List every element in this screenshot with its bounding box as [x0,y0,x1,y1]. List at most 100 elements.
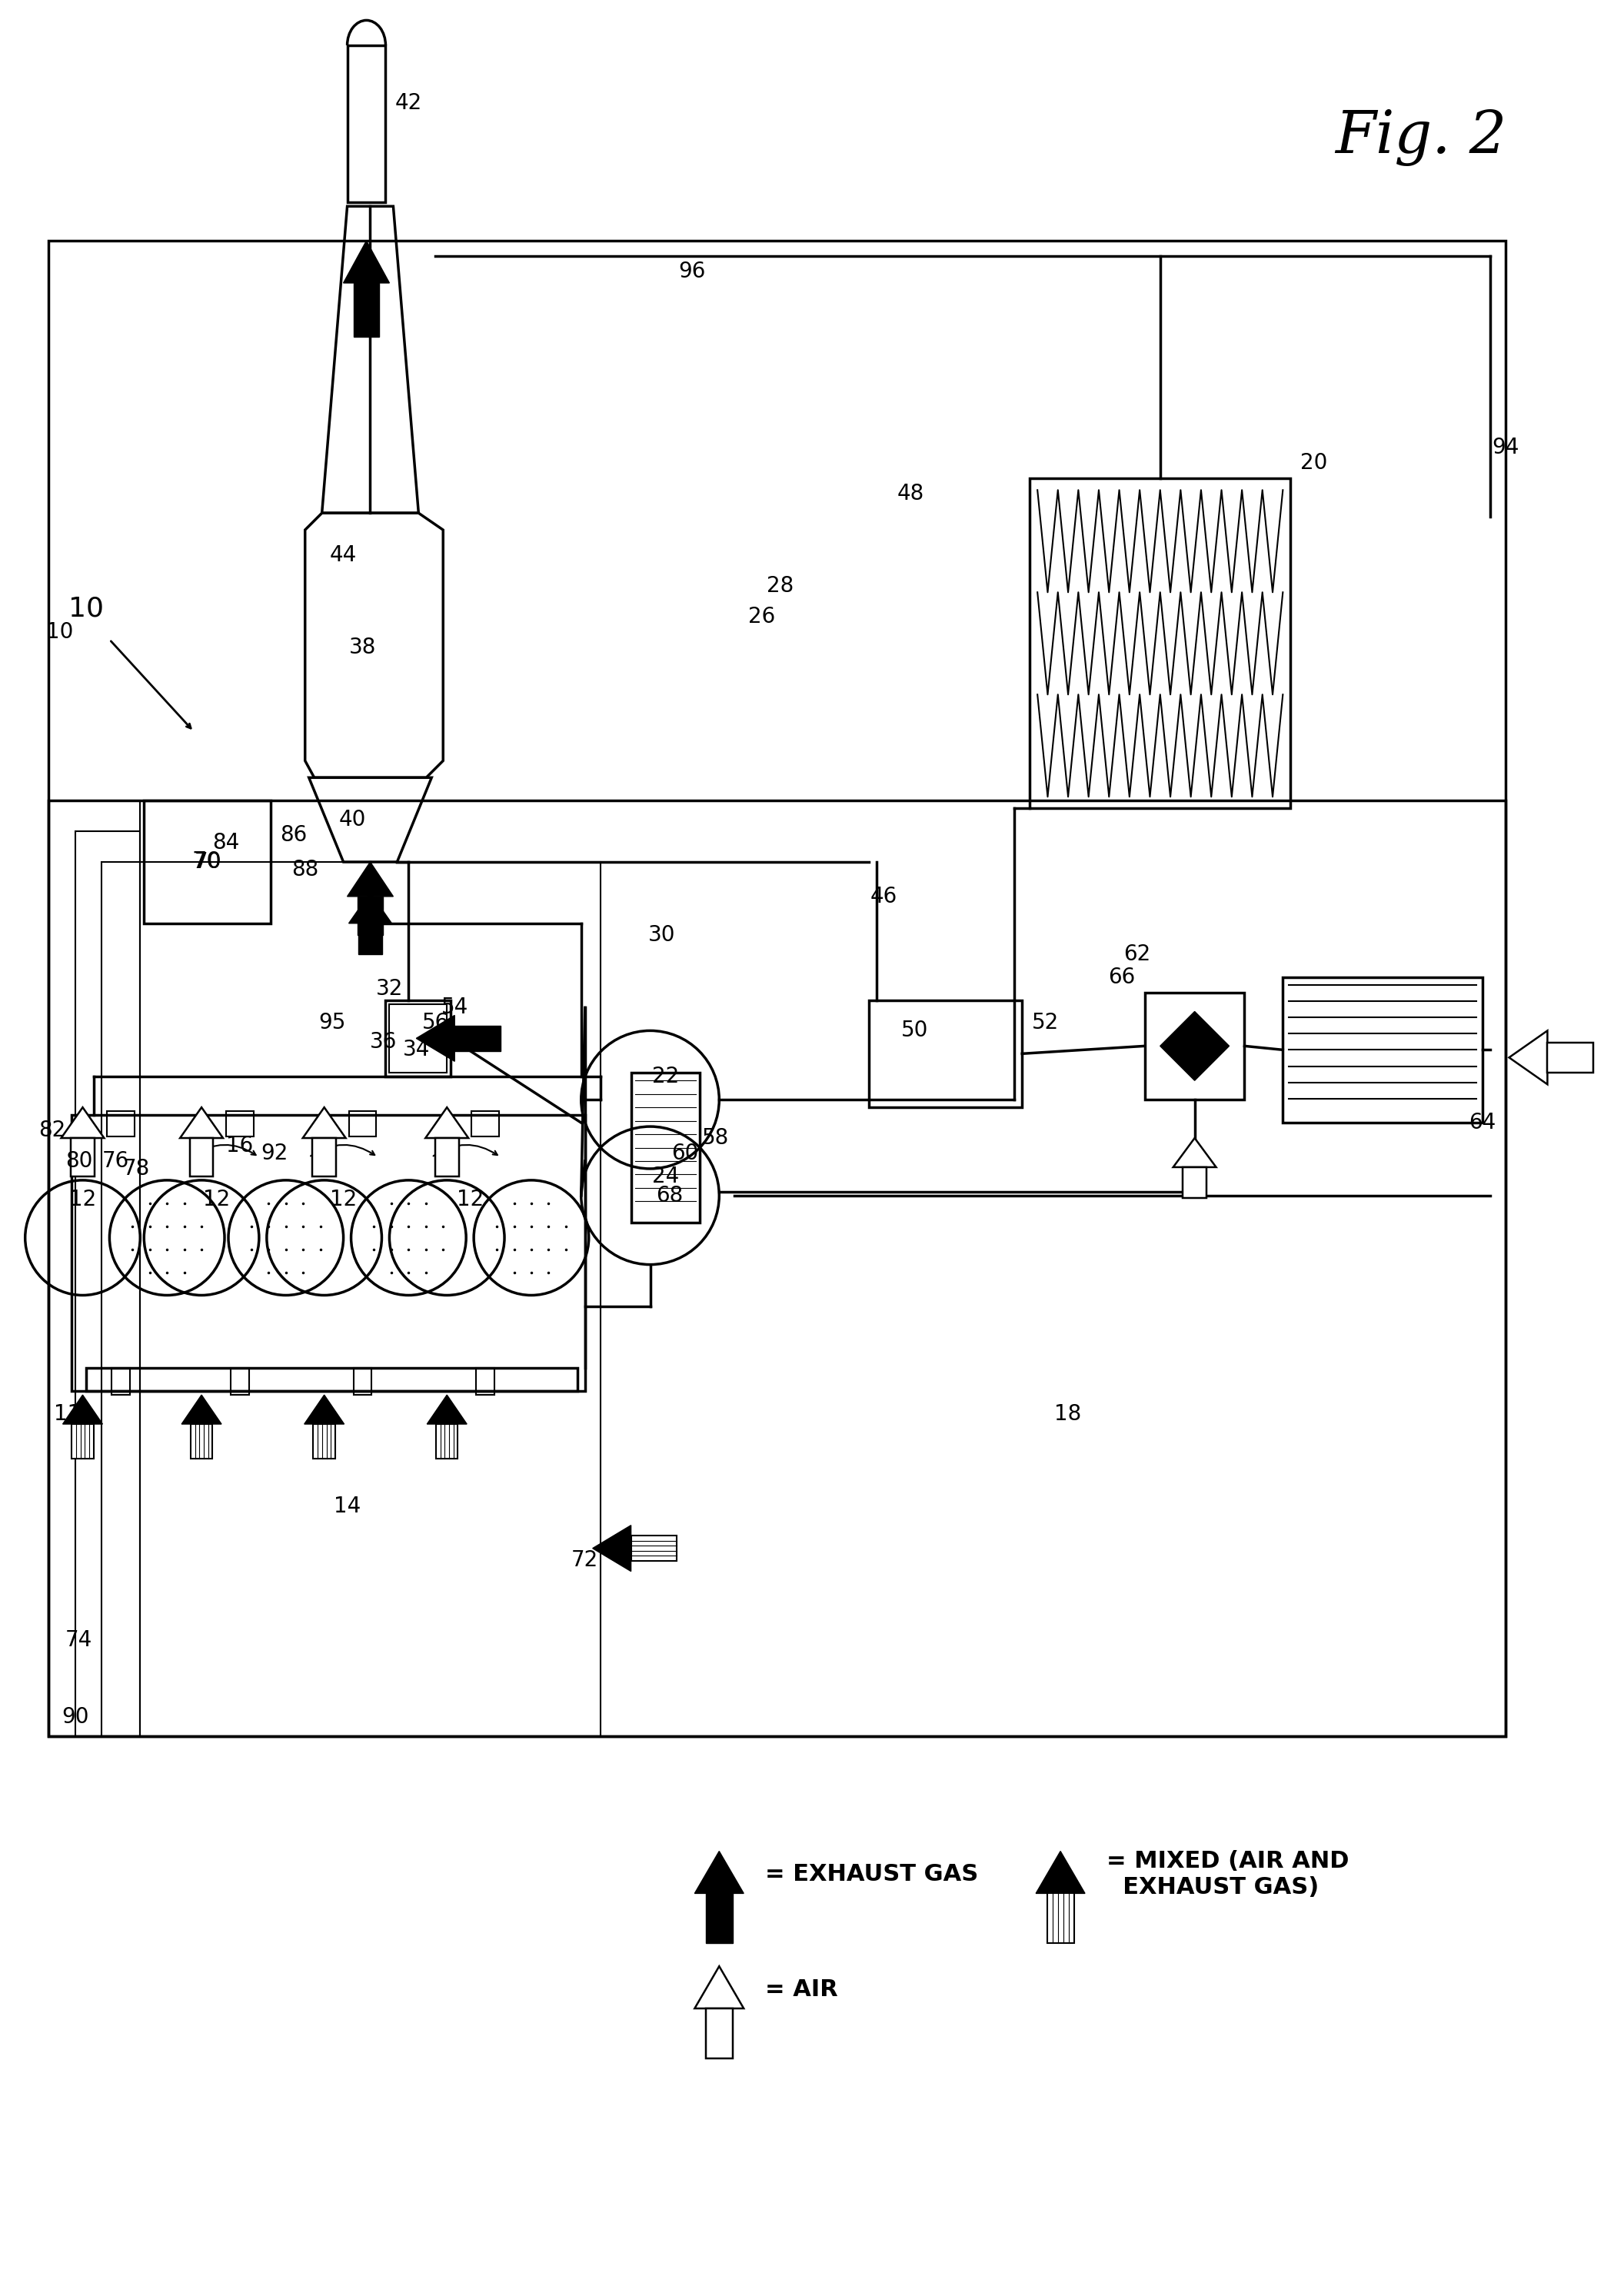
Text: 70: 70 [194,852,221,872]
Bar [630,1072,699,1221]
Text: 84: 84 [212,831,239,854]
Bar [1283,978,1482,1123]
Text: 74: 74 [66,1630,93,1651]
Bar [385,1001,451,1077]
Text: 82: 82 [38,1120,66,1141]
Bar [189,1139,213,1176]
Text: 80: 80 [66,1150,93,1171]
Text: 56: 56 [422,1013,449,1033]
Text: 66: 66 [1108,967,1136,987]
Polygon shape [592,1525,630,1570]
Text: 58: 58 [703,1127,728,1148]
Text: 34: 34 [403,1040,430,1061]
Bar [869,1001,1022,1107]
Polygon shape [180,1107,223,1139]
Text: 42: 42 [395,92,422,113]
Polygon shape [181,1396,221,1424]
Bar [226,1111,253,1137]
Text: 26: 26 [747,606,775,627]
Text: 90: 90 [61,1706,88,1729]
Text: 28: 28 [767,574,794,597]
Text: 96: 96 [678,262,706,282]
Text: 10: 10 [47,622,74,643]
Bar [144,801,271,923]
Text: 92: 92 [261,1143,289,1164]
Bar [1030,478,1291,808]
Text: 14: 14 [334,1495,361,1518]
Text: 54: 54 [441,996,468,1019]
Bar [706,1894,733,1942]
Text: 86: 86 [281,824,306,845]
Polygon shape [1173,1139,1216,1166]
Bar [1047,1894,1075,1942]
Bar [75,831,140,1736]
Bar [101,861,600,1736]
Polygon shape [348,893,391,923]
Polygon shape [346,861,393,895]
Text: 60: 60 [670,1143,698,1164]
Text: 10: 10 [69,597,104,622]
Text: 76: 76 [103,1150,130,1171]
Bar [390,1003,448,1072]
Bar [346,46,385,202]
Text: = AIR: = AIR [765,1979,837,2000]
Polygon shape [425,1107,468,1139]
Text: 12: 12 [204,1189,231,1210]
Polygon shape [343,241,390,282]
Bar [436,1424,457,1458]
Text: 11: 11 [55,1403,80,1426]
Text: 38: 38 [350,636,377,659]
Bar [476,1368,494,1396]
Bar [1548,1042,1593,1072]
Bar [1182,1166,1206,1199]
Bar [454,1026,500,1052]
Text: 72: 72 [571,1550,598,1570]
Bar [354,282,379,338]
Text: 12: 12 [457,1189,483,1210]
Text: 16: 16 [226,1134,253,1157]
Bar [358,895,383,934]
Bar [112,1368,130,1396]
Bar [71,1139,95,1176]
Bar [48,801,140,1736]
Bar [87,1368,577,1391]
Polygon shape [61,1107,104,1139]
Text: Fig. 2: Fig. 2 [1335,108,1506,165]
Bar [358,923,382,953]
Bar [435,1139,459,1176]
Text: 24: 24 [651,1166,678,1187]
Bar [313,1139,337,1176]
Polygon shape [1509,1031,1548,1084]
Bar [191,1424,212,1458]
Text: 44: 44 [330,544,358,567]
Text: 70: 70 [192,852,221,872]
Bar [353,1368,372,1396]
Text: = MIXED (AIR AND
  EXHAUST GAS): = MIXED (AIR AND EXHAUST GAS) [1107,1851,1349,1899]
Bar [231,1368,249,1396]
Bar [706,2009,733,2057]
Text: 30: 30 [648,923,675,946]
Bar [472,1111,499,1137]
Polygon shape [695,1851,744,1894]
Bar [72,1424,93,1458]
Text: 40: 40 [338,808,366,831]
Text: 18: 18 [1054,1403,1081,1426]
Text: 68: 68 [656,1185,683,1205]
Polygon shape [417,1015,454,1061]
Bar [107,1111,135,1137]
Text: 50: 50 [901,1019,929,1042]
Text: 94: 94 [1492,436,1519,459]
Text: 12: 12 [69,1189,96,1210]
Bar [48,801,1505,1736]
Text: 46: 46 [871,886,898,907]
Bar [71,1116,585,1391]
Polygon shape [303,1107,346,1139]
Text: 64: 64 [1469,1111,1497,1134]
Polygon shape [427,1396,467,1424]
Text: 12: 12 [330,1189,358,1210]
Text: 22: 22 [651,1065,678,1088]
Text: 20: 20 [1299,452,1327,473]
Text: 78: 78 [124,1157,149,1180]
Bar [348,1111,377,1137]
Polygon shape [695,1965,744,2009]
